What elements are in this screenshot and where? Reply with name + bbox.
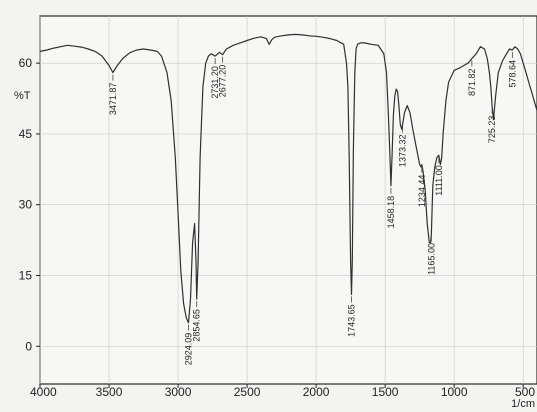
x-tick-label: 1000: [441, 385, 468, 399]
grid-lines: [39, 16, 537, 384]
x-axis-label: 1/cm: [511, 398, 535, 410]
peak-label: 725.23: [487, 116, 497, 144]
x-tick-label: 2500: [234, 385, 261, 399]
peak-label: 1165.00: [426, 243, 436, 275]
x-tick-label: 4000: [30, 385, 57, 399]
peak-label: 3471.87: [108, 83, 118, 116]
transmittance-trace: [39, 33, 537, 324]
peak-label: 1458.18: [386, 196, 396, 229]
y-tick-label: 45: [19, 127, 33, 141]
x-tick-label: 3000: [165, 385, 192, 399]
y-tick-label: 15: [19, 268, 33, 282]
y-tick-label: 60: [19, 56, 33, 70]
peak-label: 1234.44: [417, 175, 427, 208]
y-axis-label: %T: [14, 90, 31, 102]
plot-frame: [39, 15, 537, 385]
peak-label: 1111.00: [434, 165, 444, 196]
y-axis: 0 15 30 45 60: [19, 56, 40, 353]
peak-label: 1743.65: [347, 304, 357, 337]
x-axis: 4000 3500 3000 2500 2000 1500 1000 500: [30, 384, 535, 399]
x-tick-label: 3500: [96, 385, 123, 399]
peak-label: 2854.65: [192, 309, 202, 342]
peak-label: 2731.20: [210, 66, 220, 99]
peak-label: 871.82: [467, 68, 477, 96]
x-tick-label: 2000: [303, 385, 330, 399]
peak-label: 2924.09: [184, 333, 194, 366]
x-tick-label: 500: [515, 385, 535, 399]
peak-label: 578.64: [507, 60, 517, 88]
y-tick-label: 30: [19, 198, 33, 212]
peak-label: 2677.20: [218, 65, 228, 98]
x-tick-label: 1500: [372, 385, 399, 399]
peak-label: 1373.32: [398, 135, 408, 168]
y-tick-label: 0: [25, 339, 32, 353]
